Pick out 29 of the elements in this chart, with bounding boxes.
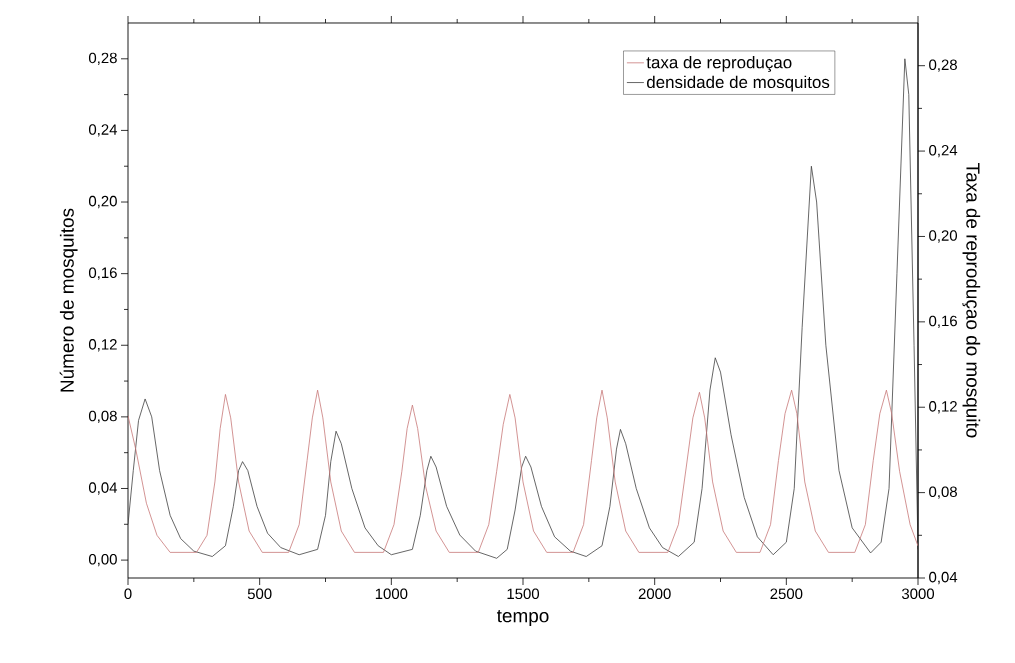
y2-tick-label: 0,08 [929, 486, 957, 499]
x-tick-label: 3000 [901, 588, 935, 600]
legend-label: taxa de reproduçao [646, 55, 792, 72]
legend-label: densidade de mosquitos [646, 75, 830, 92]
y-tick-label: 0,08 [88, 410, 117, 424]
y-tick-label: 0,24 [88, 124, 118, 137]
x-tick-label: 1000 [375, 588, 408, 600]
x-tick-label: 500 [247, 588, 272, 600]
line-series [128, 58, 919, 559]
y-tick-label: 0,04 [88, 482, 118, 495]
y2-tick-label: 0,28 [929, 59, 957, 72]
x-axis-title: tempo [496, 609, 549, 627]
y2-tick-label: 0,24 [929, 144, 958, 158]
y-tick-label: 0,00 [88, 553, 117, 567]
y2-tick-label: 0,20 [929, 230, 958, 243]
y-tick-label: 0,20 [88, 195, 117, 209]
y2-tick-label: 0,12 [929, 401, 957, 414]
x-tick-label: 2500 [770, 588, 803, 600]
y-axis-title: Número de mosquitos [59, 208, 78, 392]
x-tick-label: 1500 [507, 588, 540, 600]
y-tick-label: 0,28 [88, 52, 117, 65]
y2-axis-title: Taxa de reproduçao do mosquito [962, 163, 981, 438]
x-tick-label: 2000 [638, 588, 671, 600]
line-series [128, 389, 919, 553]
y2-tick-label: 0,04 [929, 571, 958, 585]
y2-tick-label: 0,16 [929, 315, 957, 329]
x-tick-label: 0 [124, 588, 132, 600]
y-tick-label: 0,16 [88, 267, 117, 280]
y-tick-label: 0,12 [88, 339, 117, 352]
